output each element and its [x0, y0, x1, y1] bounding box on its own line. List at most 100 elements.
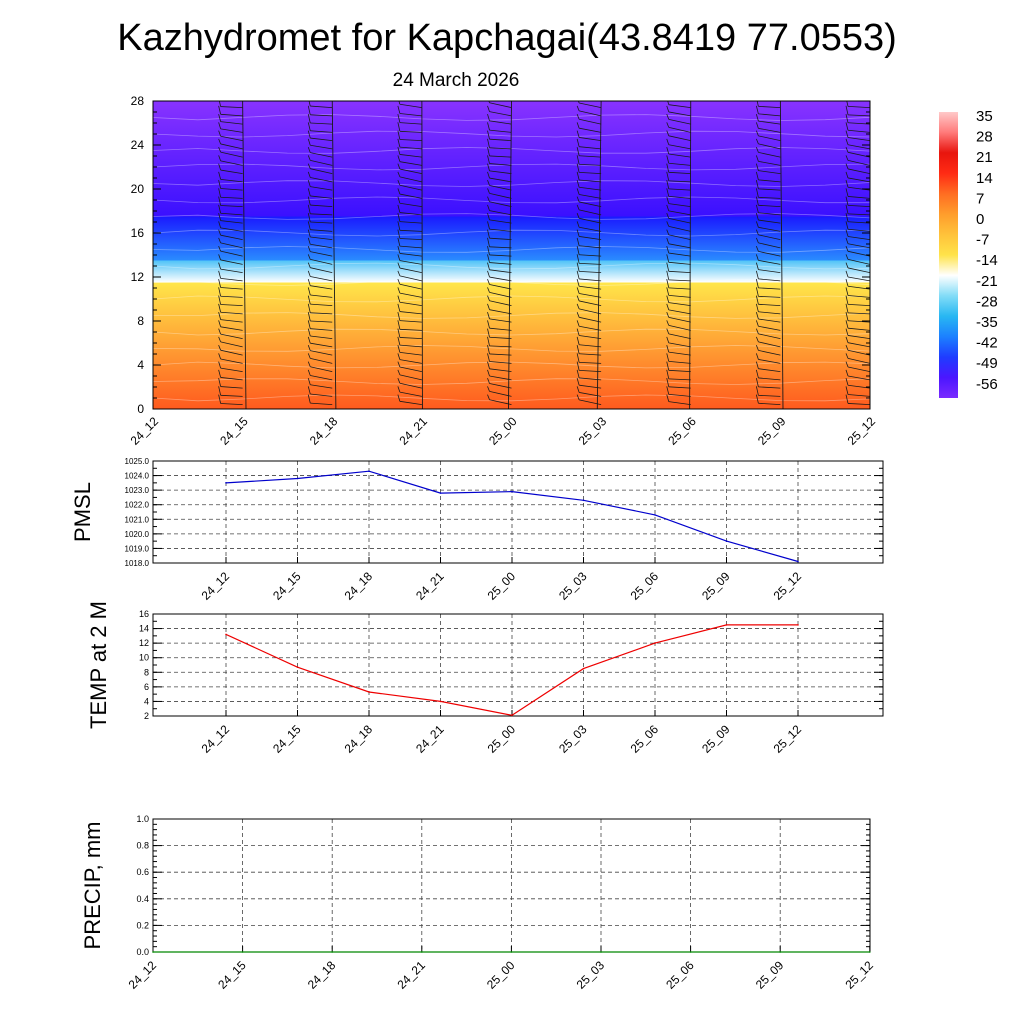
colorbar-label: -49: [976, 355, 998, 372]
wind-barb: [220, 220, 243, 224]
wind-barb: [153, 395, 154, 397]
wind-barb: [489, 228, 512, 232]
wind-barb-flag: [755, 378, 759, 387]
wind-barb-flag: [666, 353, 670, 362]
wind-barb: [220, 349, 243, 356]
wind-barb: [668, 210, 691, 216]
wind-barb: [668, 393, 691, 397]
x-tick-label: 25_09: [753, 958, 787, 992]
panel-frame: [152, 460, 884, 564]
wind-barb: [220, 403, 243, 405]
wind-barb: [489, 147, 512, 150]
wind-barb: [847, 276, 870, 282]
wind-barb: [489, 375, 512, 381]
wind-barb: [579, 344, 602, 348]
wind-barb: [668, 333, 691, 339]
wind-barb-flag: [487, 377, 490, 384]
wind-barb-flag: [307, 138, 311, 146]
wind-barb-flag: [218, 221, 222, 228]
wind-barb: [758, 377, 781, 381]
x-tick-label: 24_12: [126, 958, 160, 992]
wind-barb-flag: [666, 279, 670, 288]
wind-barb: [758, 325, 781, 331]
wind-barb-flag: [307, 122, 311, 131]
wind-barb: [399, 202, 422, 207]
wind-barb-flag: [129, 386, 131, 394]
wind-barb-flag: [576, 188, 580, 195]
wind-barb: [668, 203, 691, 207]
figure-subtitle: 24 March 2026: [393, 70, 520, 91]
wind-barb: [489, 219, 512, 224]
wind-barb-flag: [307, 245, 311, 252]
y-axis-label: TEMP at 2 M: [86, 601, 111, 729]
wind-barb-flag: [576, 353, 580, 363]
wind-barb: [668, 316, 691, 323]
wind-barb-flag: [846, 101, 849, 107]
wind-barb: [847, 144, 870, 150]
colorbar-label: -21: [976, 273, 998, 290]
wind-barb-flag: [397, 377, 401, 384]
wind-barb: [579, 179, 602, 183]
wind-barb: [153, 156, 154, 158]
wind-barb: [489, 361, 512, 364]
wind-barb: [758, 120, 781, 125]
x-tick-label: 24_15: [215, 958, 249, 992]
wind-barb: [758, 311, 781, 315]
wind-barb-flag: [576, 254, 580, 264]
wind-barb: [310, 357, 333, 364]
wind-barb-column: [845, 101, 870, 405]
contour-line: [153, 328, 870, 336]
x-tick-label: 24_21: [396, 414, 430, 448]
wind-barb: [758, 394, 781, 397]
wind-barb-flag: [397, 361, 401, 368]
wind-barb: [579, 102, 602, 108]
wind-barb-flag: [845, 171, 849, 179]
wind-barb-flag: [845, 270, 849, 278]
wind-barb: [153, 173, 154, 174]
wind-barb-flag: [755, 196, 759, 206]
y-tick-label: 1022.0: [125, 501, 150, 510]
wind-barb-flag: [576, 105, 580, 112]
wind-barb: [489, 185, 512, 191]
wind-barb-flag: [218, 237, 221, 244]
wind-barb-flag: [218, 196, 222, 206]
wind-barb-flag: [218, 295, 222, 305]
wind-barb: [668, 162, 691, 166]
wind-barb: [310, 393, 333, 397]
wind-barb-flag: [666, 138, 670, 145]
wind-barb: [668, 287, 691, 290]
wind-barb-flag: [397, 303, 401, 312]
wind-barb-flag: [576, 320, 580, 327]
wind-barb-flag: [487, 130, 490, 140]
wind-barb-flag: [755, 221, 759, 228]
wind-barb-flag: [755, 361, 759, 369]
wind-barb: [758, 368, 781, 372]
wind-barb-flag: [756, 245, 759, 252]
wind-barb-flag: [129, 254, 131, 261]
y-tick-label: 4: [144, 696, 149, 706]
wind-barb: [758, 242, 781, 249]
wind-barb: [758, 196, 781, 199]
wind-barb-flag: [307, 163, 311, 169]
wind-barb: [399, 400, 422, 405]
wind-barb: [579, 278, 602, 282]
wind-barb: [668, 360, 691, 364]
wind-barb-flag: [666, 344, 670, 353]
colorbar-label: 7: [976, 190, 984, 207]
wind-barb-column: [307, 101, 337, 409]
wind-barb: [758, 260, 781, 265]
data-point: [779, 951, 781, 953]
wind-barb-flag: [755, 353, 759, 360]
wind-barb-flag: [307, 312, 311, 322]
wind-barb: [153, 263, 154, 265]
data-point: [296, 477, 299, 480]
wind-barb: [579, 226, 602, 232]
wind-barb: [758, 278, 781, 282]
wind-barb-staff: [779, 101, 784, 409]
wind-barb: [399, 283, 422, 290]
wind-barb-flag: [845, 130, 849, 138]
wind-barb: [220, 394, 243, 397]
data-point: [725, 540, 728, 542]
wind-barb: [758, 160, 781, 166]
wind-barb: [489, 210, 512, 216]
